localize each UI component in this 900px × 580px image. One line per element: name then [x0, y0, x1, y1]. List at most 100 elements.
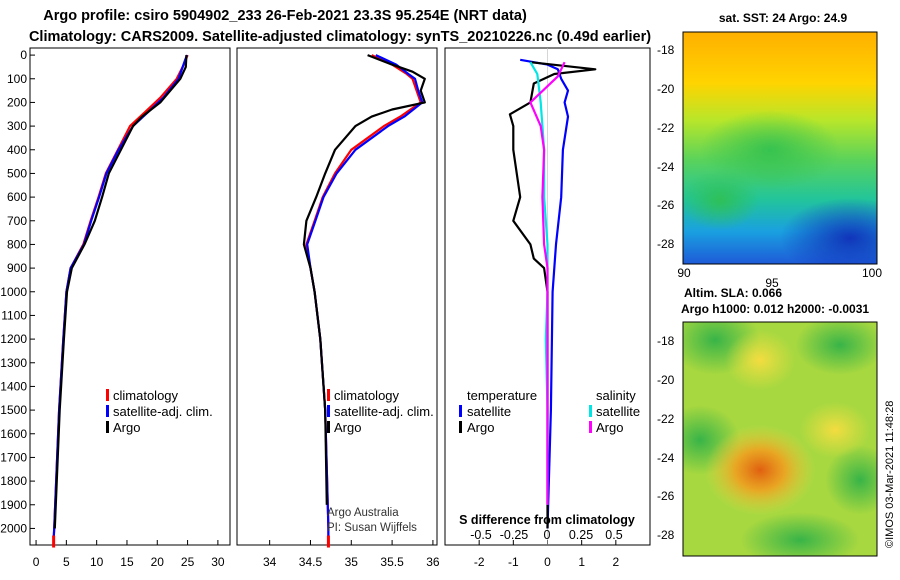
sla-low-patch: [825, 445, 877, 515]
series-satellite-adj-clim-: [306, 54, 424, 541]
series-argo: [53, 55, 188, 529]
legend-marker-satellite-adj: [327, 405, 330, 417]
sst-map-frame: [682, 31, 878, 265]
sst-ytick: -24: [657, 160, 675, 174]
depth-tick-label: 1000: [0, 285, 27, 299]
x-tick-label: 1: [578, 555, 585, 569]
series-climatology: [52, 54, 189, 541]
legend-label-temp-satellite: satellite: [467, 404, 511, 419]
legend-label-satellite-adj: satellite-adj. clim.: [113, 404, 213, 419]
sal-diff-tick: -0.5: [470, 528, 492, 542]
depth-tick-label: 1800: [0, 474, 27, 488]
x-tick-label: 25: [181, 555, 195, 569]
temperature-heading: temperature: [467, 388, 537, 403]
x-tick-label: 0: [544, 555, 551, 569]
sst-cold-patch: [780, 198, 877, 264]
sst-map-yticks: -18 -20 -22 -24 -26 -28: [657, 43, 675, 251]
depth-tick-label: 900: [7, 261, 27, 275]
depth-tick-label: 100: [7, 72, 27, 86]
depth-tick-label: 600: [7, 190, 27, 204]
depth-tick-label: 1500: [0, 403, 27, 417]
sla-ytick: -18: [657, 334, 675, 348]
sla-ytick: -24: [657, 451, 675, 465]
x-tick-label: 36: [426, 555, 440, 569]
sst-ytick: -28: [657, 237, 675, 251]
sla-high-patch: [725, 330, 795, 390]
depth-axis: 0 100 200 300 400 500 600 700 800 900 1000 1100 1200…: [0, 48, 35, 535]
legend-label-sal-argo: Argo: [596, 420, 623, 435]
x-tick-label: -2: [474, 555, 485, 569]
depth-tick-label: 500: [7, 166, 27, 180]
figure-title-line1: Argo profile: csiro 5904902_233 26-Feb-2…: [43, 8, 527, 24]
sla-ytick: -28: [657, 528, 675, 542]
series-argo: [302, 54, 426, 505]
legend-label-climatology: climatology: [334, 388, 400, 403]
series-salinity-satellite: [529, 61, 549, 505]
sla-map-title-line2: Argo h1000: 0.012 h2000: -0.0031: [681, 302, 869, 316]
legend-marker-temp-argo: [459, 421, 462, 433]
legend-marker-climatology: [106, 389, 109, 401]
x-tick-label: 5: [63, 555, 70, 569]
sst-xtick: 90: [677, 266, 691, 280]
x-tick-label: 2: [612, 555, 619, 569]
difference-legend: temperature salinity satellite Argo sate…: [459, 388, 640, 435]
legend-marker-satellite-adj: [106, 405, 109, 417]
s-difference-label: S difference from climatology: [459, 513, 635, 527]
sal-diff-tick: 0: [544, 528, 551, 542]
x-tick-label: 15: [120, 555, 134, 569]
x-tick-label: 35.5: [380, 555, 404, 569]
x-tick-label: 30: [211, 555, 225, 569]
sst-green-patch: [700, 110, 840, 190]
legend-marker-temp-satellite: [459, 405, 462, 417]
x-tick-label: 34: [263, 555, 277, 569]
legend-label-temp-argo: Argo: [467, 420, 494, 435]
salinity-heading: salinity: [596, 388, 636, 403]
temperature-legend: climatology satellite-adj. clim. Argo: [106, 388, 213, 435]
legend-label-argo: Argo: [113, 420, 140, 435]
depth-tick-label: 200: [7, 95, 27, 109]
sla-high-patch: [800, 402, 870, 458]
salinity-difference-ticks: -0.5 -0.25 0 0.25 0.5: [470, 528, 623, 542]
depth-tick-label: 300: [7, 119, 27, 133]
sst-xtick: 95: [765, 276, 779, 290]
x-axes: 0 5 10 15 20 25 30 34 34.5 35 35.5 36 -2 -1 0 1 2: [33, 540, 619, 569]
sla-ytick: -26: [657, 489, 675, 503]
series-salinity-argo: [529, 61, 566, 505]
legend-marker-climatology: [327, 389, 330, 401]
profile-lines: [52, 48, 597, 548]
depth-tick-label: 1600: [0, 427, 27, 441]
sla-ytick: -20: [657, 373, 675, 387]
sla-map: [683, 322, 877, 556]
sla-low-patch: [795, 322, 877, 375]
legend-marker-sal-argo: [589, 421, 592, 433]
salinity-panel: [236, 47, 438, 546]
sla-low-patch: [740, 512, 860, 556]
x-tick-label: 0: [33, 555, 40, 569]
sal-diff-tick: 0.5: [605, 528, 622, 542]
sst-xtick: 100: [862, 266, 882, 280]
depth-tick-label: 1900: [0, 498, 27, 512]
legend-label-argo: Argo: [334, 420, 361, 435]
depth-tick-label: 2000: [0, 521, 27, 535]
bottom-marker: [326, 535, 330, 548]
legend-label-sal-satellite: satellite: [596, 404, 640, 419]
x-tick-label: 10: [90, 555, 104, 569]
legend-marker-argo: [327, 421, 330, 433]
depth-tick-label: 1300: [0, 356, 27, 370]
sal-diff-tick: -0.25: [500, 528, 529, 542]
x-tick-label: 35: [345, 555, 359, 569]
imos-credit: ©IMOS 03-Mar-2021 11:48:28: [884, 401, 896, 548]
x-tick-label: 34.5: [299, 555, 323, 569]
salinity-legend: climatology satellite-adj. clim. Argo: [327, 388, 434, 435]
depth-tick-label: 1700: [0, 450, 27, 464]
legend-marker-sal-satellite: [589, 405, 592, 417]
figure-title-line2: Climatology: CARS2009. Satellite-adjuste…: [29, 29, 651, 45]
sst-map-title: sat. SST: 24 Argo: 24.9: [719, 11, 848, 25]
x-tick-label: 20: [151, 555, 165, 569]
series-climatology: [305, 54, 422, 541]
legend-label-climatology: climatology: [113, 388, 179, 403]
pi-note: PI: Susan Wijffels: [327, 522, 417, 534]
sla-map-yticks: -18 -20 -22 -24 -26 -28: [657, 334, 675, 542]
depth-tick-label: 700: [7, 214, 27, 228]
